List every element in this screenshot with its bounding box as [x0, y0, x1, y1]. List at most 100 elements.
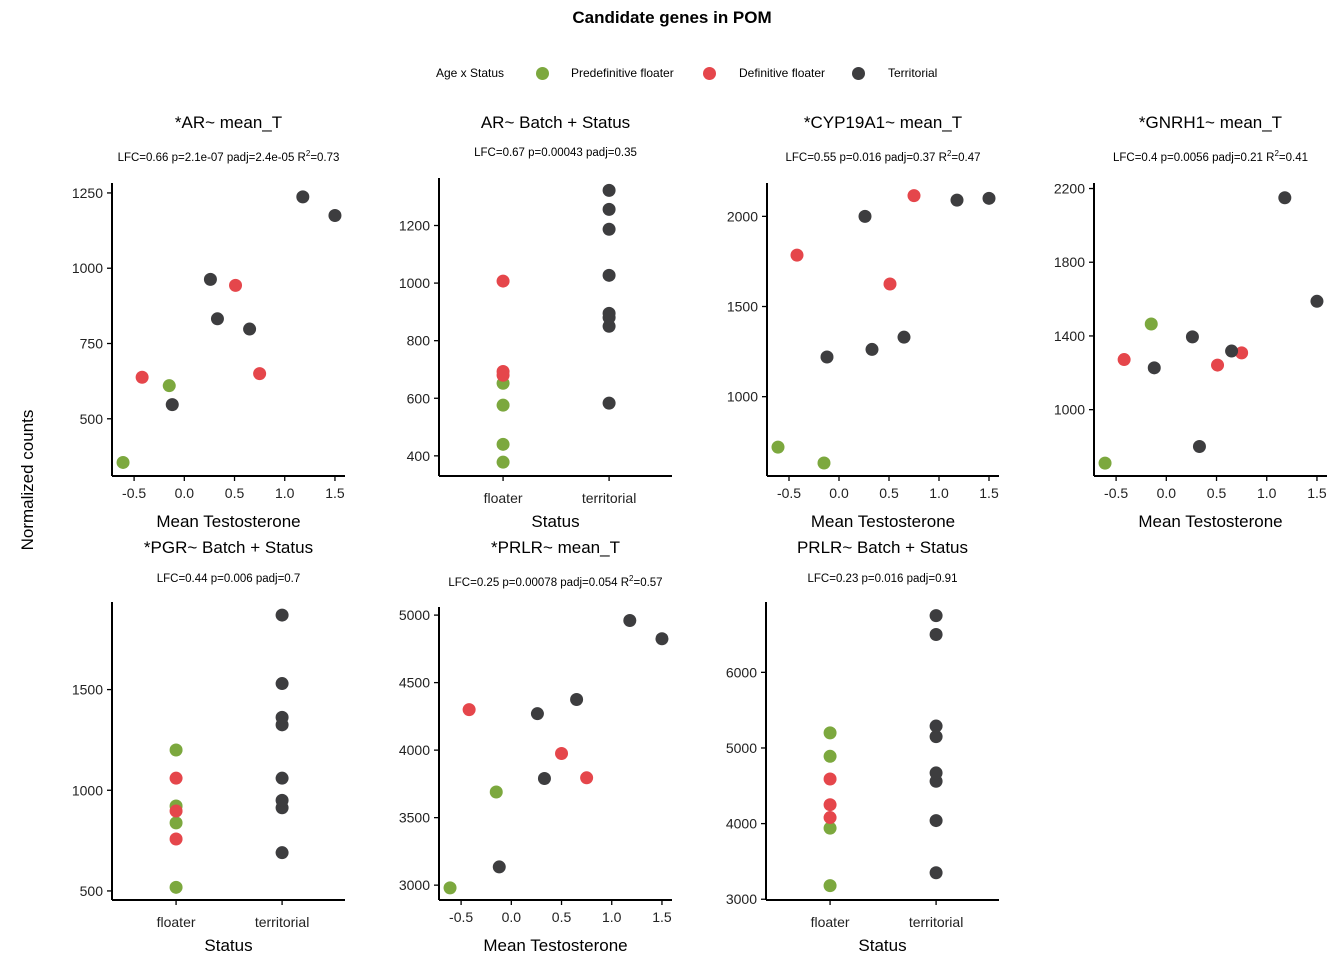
data-point-ter [275, 677, 289, 691]
x-tick-label: 1.5 [979, 485, 999, 501]
data-point-pre [169, 743, 183, 757]
x-tick-label: -0.5 [1104, 485, 1128, 501]
facet-title: *AR~ mean_T [175, 113, 282, 132]
y-tick-label: 3000 [726, 891, 757, 907]
x-tick-label: 0.5 [879, 485, 899, 501]
facet-subtitle: LFC=0.4 p=0.0056 padj=0.21 R2=0.41 [1113, 149, 1308, 164]
data-point-pre [823, 749, 837, 763]
data-point-def [1235, 346, 1249, 360]
data-point-ter [210, 312, 224, 326]
data-point-ter [602, 202, 616, 216]
legend-dot-predefinitive-floater [536, 67, 549, 80]
data-point-ter [865, 342, 879, 356]
legend-title: Age x Status [436, 66, 505, 80]
data-point-def [883, 277, 897, 291]
x-tick-label: 0.0 [502, 909, 522, 925]
data-point-def [169, 804, 183, 818]
facet-subtitle: LFC=0.66 p=2.1e-07 padj=2.4e-05 R2=0.73 [118, 149, 340, 164]
facet-title: *GNRH1~ mean_T [1139, 113, 1282, 132]
data-point-def [907, 189, 921, 203]
y-tick-label: 1200 [399, 218, 430, 234]
data-point-pre [489, 785, 503, 799]
x-axis-title: Status [858, 936, 906, 955]
x-tick-label: 0.0 [1157, 485, 1177, 501]
x-tick-label: territorial [909, 914, 963, 930]
data-point-ter [655, 632, 669, 646]
y-tick-label: 5000 [399, 607, 430, 623]
y-tick-label: 1800 [1054, 254, 1085, 270]
legend-dot-territorial [852, 67, 865, 80]
x-tick-label: floater [811, 914, 850, 930]
data-point-pre [169, 880, 183, 894]
y-tick-label: 1000 [727, 389, 758, 405]
x-tick-label: 1.0 [929, 485, 949, 501]
facet-title: *CYP19A1~ mean_T [804, 113, 962, 132]
data-point-ter [950, 193, 964, 207]
facet-subtitle: LFC=0.67 p=0.00043 padj=0.35 [474, 147, 637, 159]
x-tick-label: 1.5 [325, 485, 345, 501]
x-tick-label: 0.0 [829, 485, 849, 501]
data-point-ter [530, 707, 544, 721]
x-tick-label: -0.5 [777, 485, 801, 501]
y-tick-label: 600 [407, 390, 431, 406]
x-axis-title: Mean Testosterone [483, 936, 627, 955]
data-point-def [169, 771, 183, 785]
data-point-pre [162, 379, 176, 393]
data-point-ter [929, 628, 943, 642]
y-tick-label: 750 [80, 336, 104, 352]
data-point-pre [817, 456, 831, 470]
y-tick-label: 1500 [72, 682, 103, 698]
data-point-ter [929, 730, 943, 744]
y-tick-label: 500 [80, 411, 104, 427]
data-point-ter [570, 692, 584, 706]
x-tick-label: 0.5 [225, 485, 245, 501]
data-point-ter [602, 268, 616, 282]
facet-subtitle: LFC=0.25 p=0.00078 padj=0.054 R2=0.57 [448, 574, 662, 589]
data-point-def [1117, 353, 1131, 367]
data-point-pre [1144, 317, 1158, 331]
facet-pgr-batch-status: *PGR~ Batch + Status LFC=0.44 p=0.006 pad… [72, 538, 345, 955]
y-tick-label: 6000 [726, 664, 757, 680]
data-point-ter [328, 209, 342, 223]
data-point-def [253, 367, 267, 381]
data-point-def [580, 771, 594, 785]
data-point-def [229, 278, 243, 292]
figure-title: Candidate genes in POM [572, 8, 772, 27]
data-point-pre [1098, 456, 1112, 470]
data-point-ter [929, 609, 943, 623]
data-point-ter [275, 846, 289, 860]
data-point-pre [771, 440, 785, 454]
data-point-def [169, 832, 183, 846]
data-point-ter [1185, 330, 1199, 344]
data-point-pre [823, 821, 837, 835]
x-axis-title: Status [204, 936, 252, 955]
data-point-ter [820, 350, 834, 364]
facet-ar-batch-status: AR~ Batch + Status LFC=0.67 p=0.00043 pad… [399, 113, 672, 531]
facet-subtitle: LFC=0.23 p=0.016 padj=0.91 [808, 573, 958, 585]
data-point-ter [275, 608, 289, 622]
y-tick-label: 2000 [727, 208, 758, 224]
y-tick-label: 1500 [727, 299, 758, 315]
x-tick-label: 0.0 [175, 485, 195, 501]
data-point-ter [982, 191, 996, 205]
y-tick-label: 1000 [1054, 402, 1085, 418]
data-point-pre [823, 879, 837, 893]
data-point-ter [1310, 294, 1324, 308]
legend-label-definitive-floater: Definitive floater [739, 66, 826, 80]
data-point-ter [929, 719, 943, 733]
facet-gnrh1-mean-t: *GNRH1~ mean_T LFC=0.4 p=0.0056 padj=0.21… [1054, 113, 1327, 531]
x-tick-label: territorial [255, 914, 309, 930]
data-point-ter [602, 222, 616, 236]
data-point-def [823, 798, 837, 812]
data-point-ter [165, 398, 179, 412]
y-tick-label: 3500 [399, 810, 430, 826]
facet-title: *PGR~ Batch + Status [144, 538, 313, 557]
data-point-ter [858, 209, 872, 223]
x-tick-label: 0.5 [552, 909, 572, 925]
facet-prlr-mean-t: *PRLR~ mean_T LFC=0.25 p=0.00078 padj=0.0… [399, 538, 672, 955]
data-point-def [823, 772, 837, 786]
x-axis-title: Mean Testosterone [1138, 512, 1282, 531]
data-point-ter [1192, 440, 1206, 454]
data-point-ter [1147, 361, 1161, 375]
y-tick-label: 4000 [399, 742, 430, 758]
